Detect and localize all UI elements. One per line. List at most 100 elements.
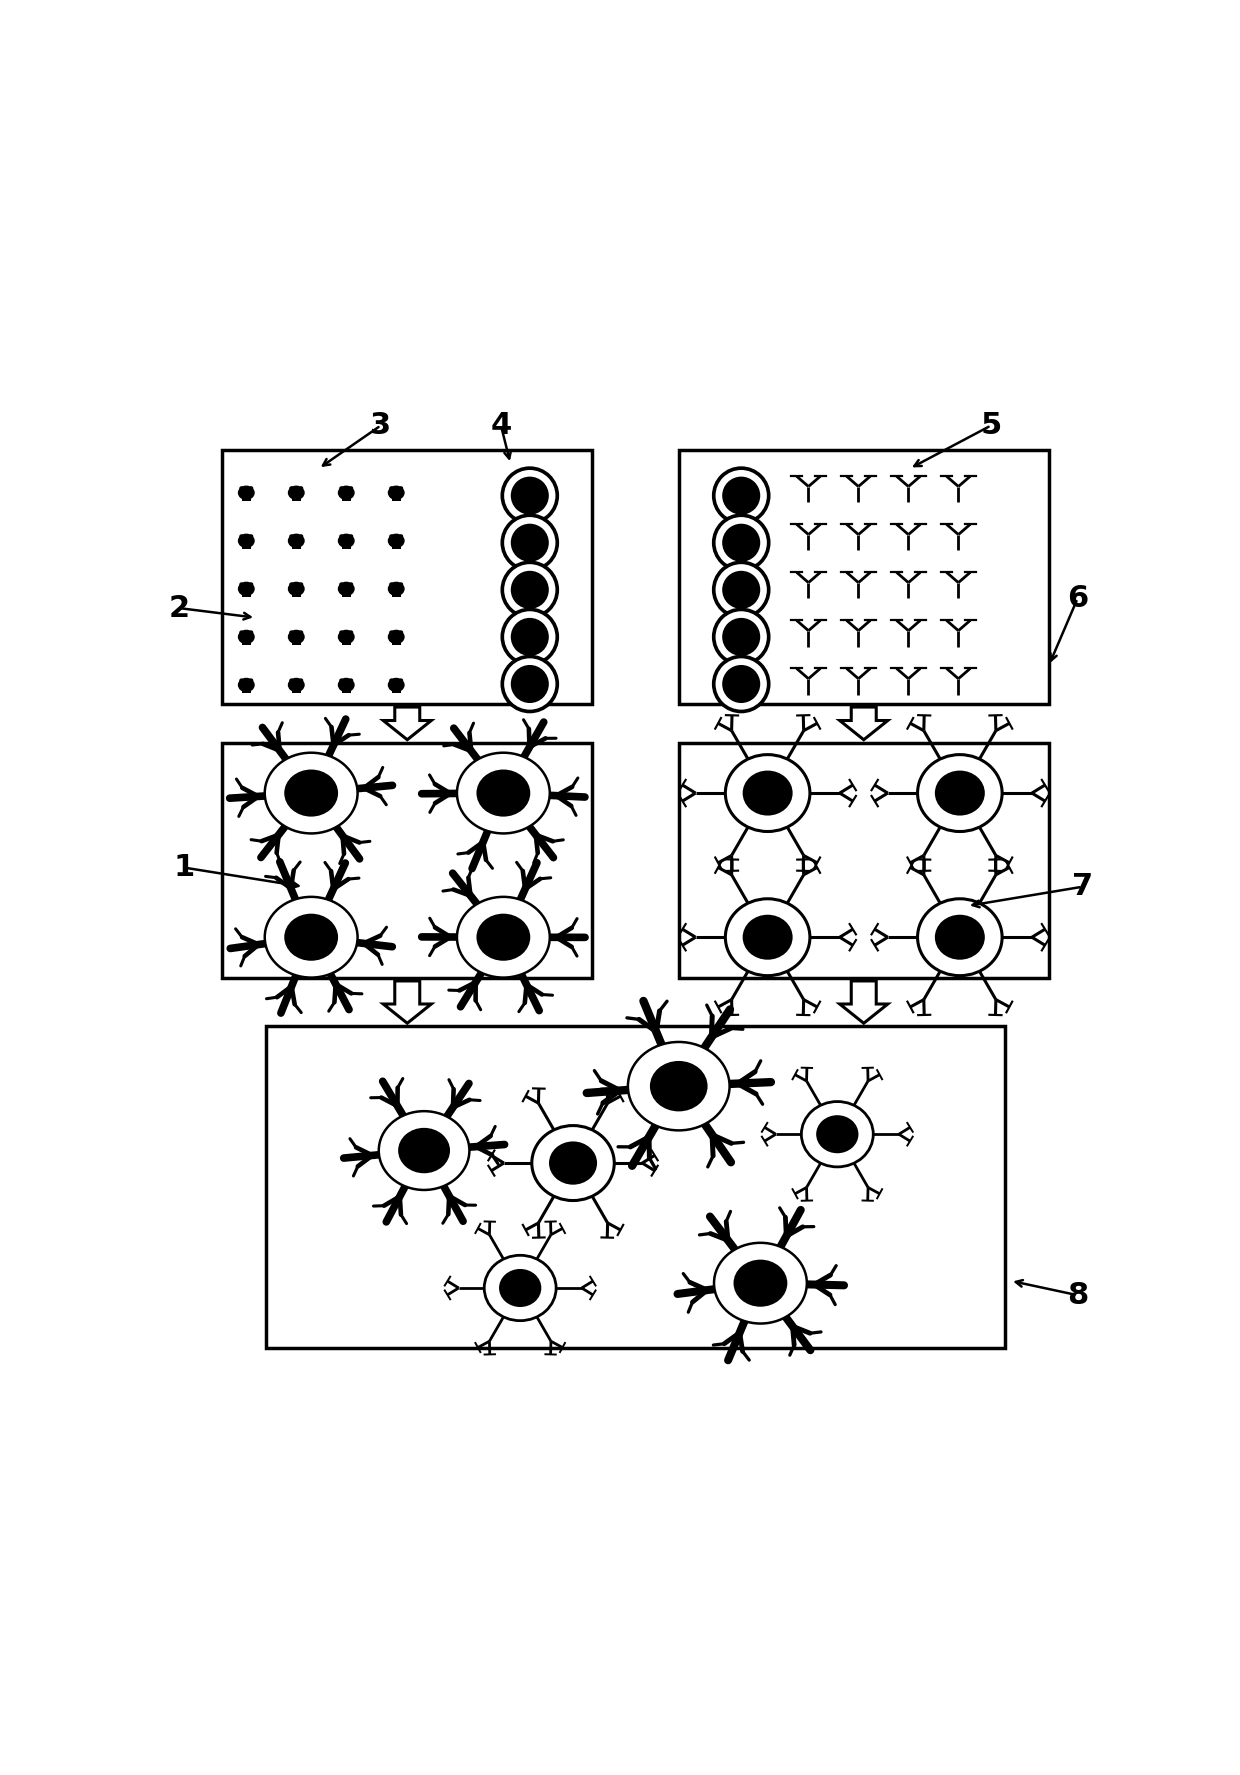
Ellipse shape: [935, 770, 985, 815]
Ellipse shape: [650, 1061, 708, 1111]
Bar: [265, 1026, 1006, 1347]
Ellipse shape: [289, 582, 294, 586]
Ellipse shape: [238, 630, 254, 644]
Ellipse shape: [288, 582, 305, 596]
Ellipse shape: [725, 754, 810, 831]
Ellipse shape: [337, 678, 355, 692]
Bar: [678, 742, 1049, 978]
Ellipse shape: [299, 486, 304, 490]
Ellipse shape: [289, 486, 294, 490]
Ellipse shape: [502, 609, 557, 664]
Polygon shape: [383, 982, 432, 1022]
Ellipse shape: [238, 678, 254, 692]
Ellipse shape: [511, 524, 549, 561]
Ellipse shape: [725, 898, 810, 976]
Ellipse shape: [389, 534, 394, 538]
Ellipse shape: [288, 630, 305, 644]
Ellipse shape: [337, 582, 355, 596]
Ellipse shape: [378, 1111, 470, 1189]
Ellipse shape: [502, 657, 557, 712]
Ellipse shape: [398, 1127, 450, 1173]
Ellipse shape: [388, 486, 404, 501]
Ellipse shape: [398, 486, 403, 490]
Ellipse shape: [337, 630, 355, 644]
Ellipse shape: [398, 678, 403, 682]
Ellipse shape: [348, 486, 353, 490]
Ellipse shape: [284, 770, 339, 817]
Ellipse shape: [265, 753, 357, 834]
Bar: [342, 541, 351, 548]
Ellipse shape: [388, 582, 404, 596]
Bar: [342, 685, 351, 694]
Ellipse shape: [343, 630, 348, 634]
Ellipse shape: [734, 1260, 787, 1306]
Ellipse shape: [249, 630, 253, 634]
Ellipse shape: [239, 534, 244, 538]
Ellipse shape: [340, 534, 343, 538]
Ellipse shape: [722, 666, 760, 703]
Bar: [242, 493, 250, 501]
Ellipse shape: [458, 896, 549, 978]
Ellipse shape: [918, 898, 1002, 976]
Ellipse shape: [249, 678, 253, 682]
Ellipse shape: [918, 754, 1002, 831]
Text: 3: 3: [371, 412, 392, 440]
Ellipse shape: [389, 486, 394, 490]
Ellipse shape: [244, 486, 249, 490]
Ellipse shape: [299, 630, 304, 634]
Bar: [222, 449, 593, 705]
Ellipse shape: [294, 630, 299, 634]
Bar: [291, 685, 300, 694]
Ellipse shape: [743, 914, 792, 960]
Ellipse shape: [714, 563, 769, 618]
Bar: [342, 637, 351, 646]
Ellipse shape: [714, 609, 769, 664]
Ellipse shape: [244, 582, 249, 586]
Ellipse shape: [348, 534, 353, 538]
Ellipse shape: [394, 582, 398, 586]
Ellipse shape: [722, 572, 760, 609]
Ellipse shape: [714, 1242, 807, 1324]
Ellipse shape: [458, 753, 549, 834]
Ellipse shape: [627, 1042, 729, 1131]
Ellipse shape: [249, 582, 253, 586]
Ellipse shape: [816, 1115, 858, 1154]
Ellipse shape: [394, 678, 398, 682]
Ellipse shape: [340, 582, 343, 586]
Bar: [342, 589, 351, 598]
Bar: [242, 685, 250, 694]
Ellipse shape: [398, 630, 403, 634]
Ellipse shape: [284, 914, 339, 960]
Ellipse shape: [294, 486, 299, 490]
Ellipse shape: [498, 1269, 542, 1306]
Ellipse shape: [398, 534, 403, 538]
Ellipse shape: [343, 678, 348, 682]
Bar: [678, 449, 1049, 705]
Ellipse shape: [343, 582, 348, 586]
Ellipse shape: [288, 534, 305, 548]
Bar: [242, 541, 250, 548]
Ellipse shape: [343, 486, 348, 490]
Ellipse shape: [511, 666, 549, 703]
Ellipse shape: [239, 582, 244, 586]
Bar: [291, 493, 300, 501]
Bar: [242, 589, 250, 598]
Bar: [291, 589, 300, 598]
Ellipse shape: [398, 582, 403, 586]
Ellipse shape: [485, 1255, 556, 1321]
Ellipse shape: [244, 534, 249, 538]
Ellipse shape: [388, 534, 404, 548]
Ellipse shape: [294, 582, 299, 586]
Ellipse shape: [714, 657, 769, 712]
Ellipse shape: [801, 1102, 873, 1166]
Text: 7: 7: [1071, 872, 1092, 902]
Polygon shape: [839, 706, 888, 740]
Polygon shape: [383, 706, 432, 740]
Bar: [222, 742, 593, 978]
Ellipse shape: [340, 630, 343, 634]
Ellipse shape: [337, 486, 355, 501]
Ellipse shape: [511, 572, 549, 609]
Ellipse shape: [389, 582, 394, 586]
Text: 4: 4: [490, 412, 512, 440]
Ellipse shape: [238, 582, 254, 596]
